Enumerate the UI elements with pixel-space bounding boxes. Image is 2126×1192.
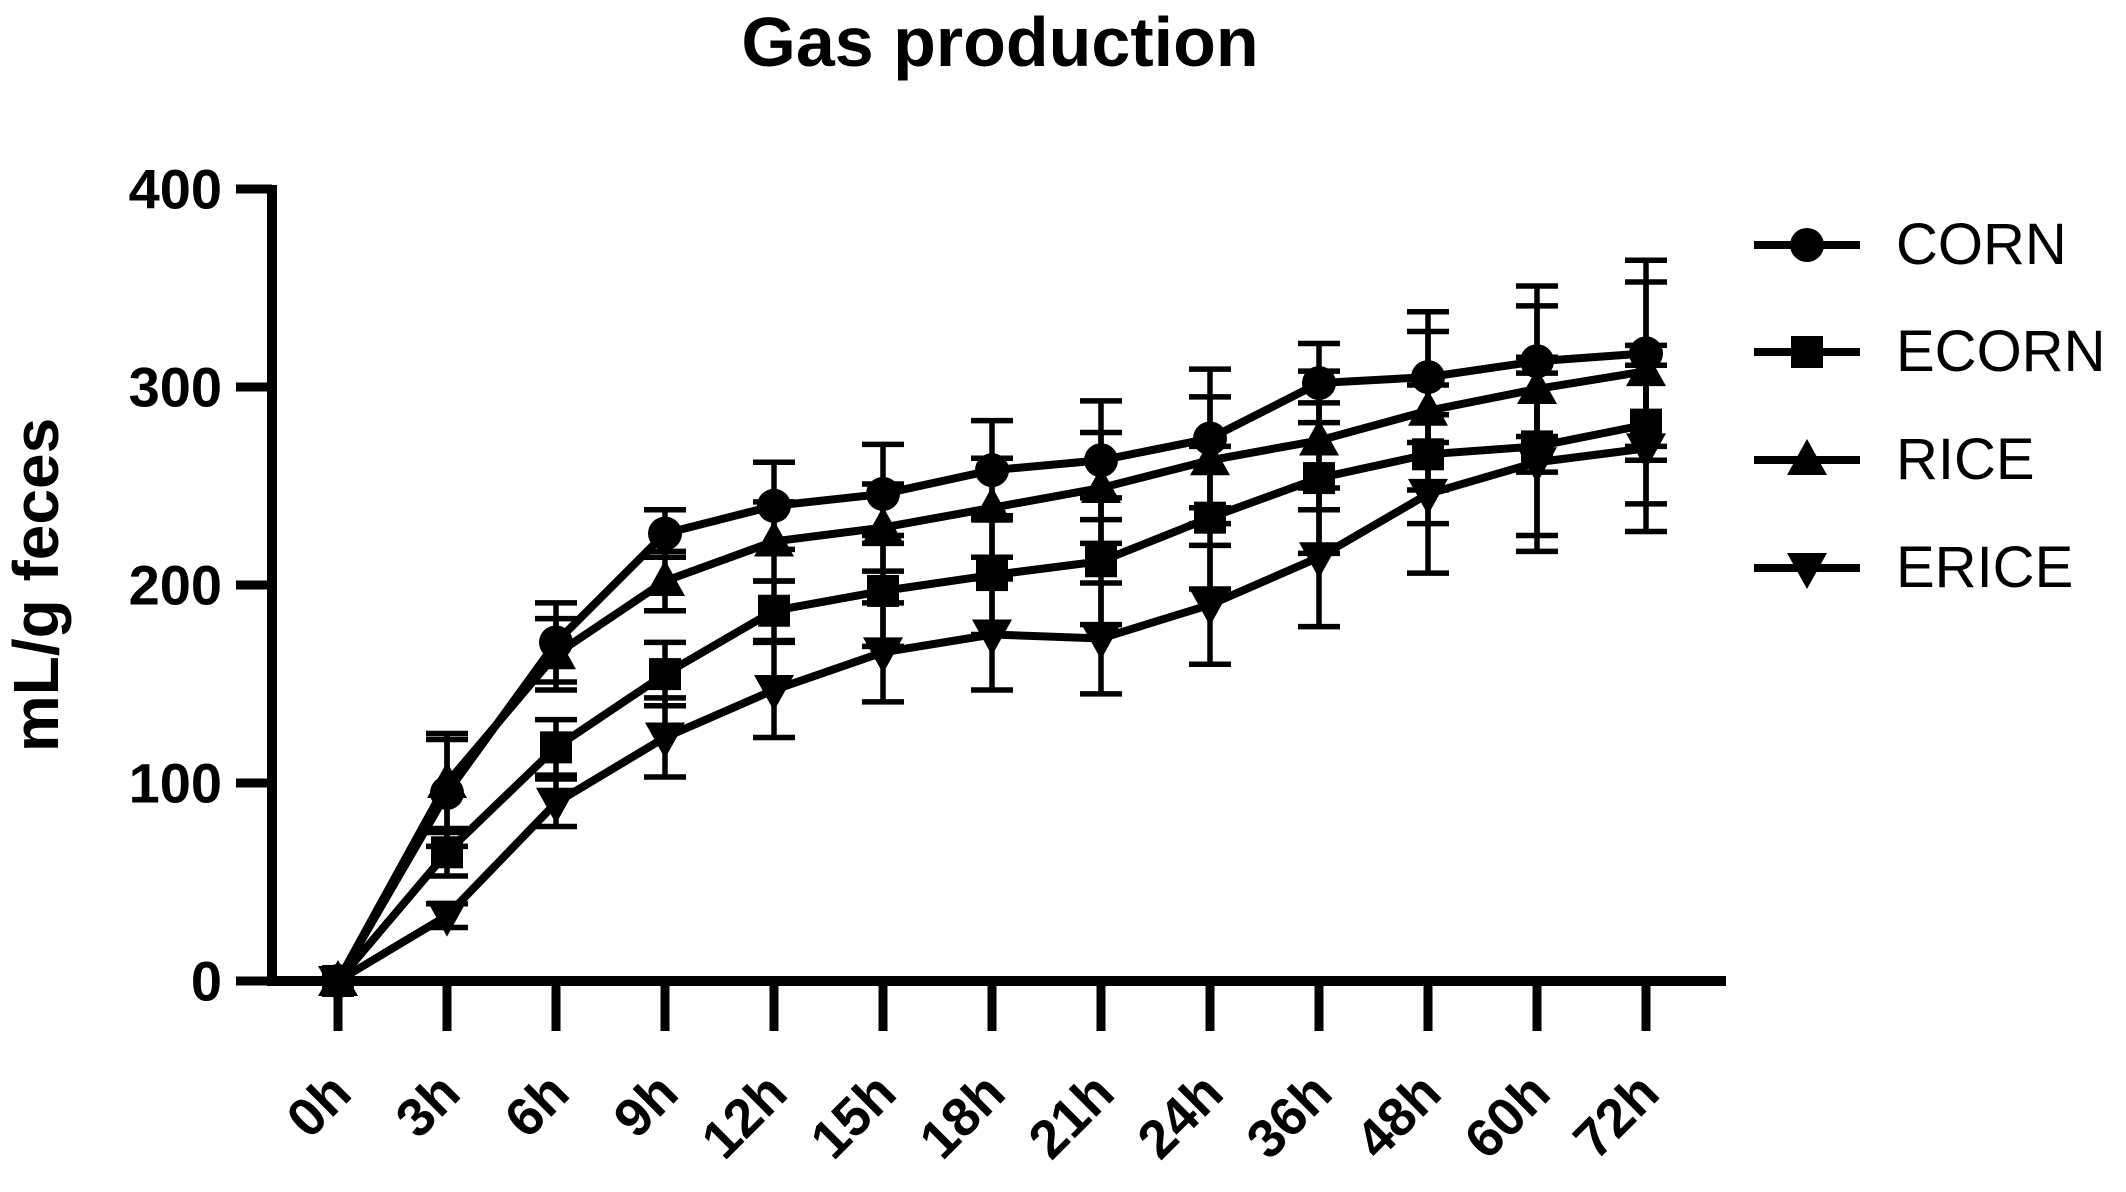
x-tick-label: 36h — [1235, 1062, 1343, 1170]
marker-erice-15h — [863, 637, 903, 674]
legend-marker-triangle-down-icon — [1754, 553, 1860, 589]
marker-corn-9h — [648, 516, 682, 551]
marker-rice-9h — [645, 560, 685, 597]
y-tick-label: 300 — [129, 356, 222, 419]
marker-erice-18h — [972, 619, 1012, 656]
legend-label-erice: ERICE — [1896, 535, 2074, 600]
legend-item-ecorn: ECORN — [1752, 323, 2105, 381]
chart-title: Gas production — [741, 3, 1259, 81]
x-tick-label: 18h — [908, 1062, 1016, 1170]
marker-ecorn-21h — [1085, 545, 1117, 578]
legend-item-erice: ERICE — [1752, 539, 2073, 597]
marker-erice-48h — [1408, 478, 1448, 515]
square-glyph — [1791, 336, 1823, 368]
marker-rice-15h — [863, 506, 903, 543]
legend-marker-circle-icon — [1754, 228, 1860, 262]
marker-erice-9h — [645, 722, 685, 759]
marker-ecorn-12h — [758, 594, 790, 627]
x-tick-label: 12h — [690, 1062, 798, 1170]
y-tick-label: 0 — [191, 950, 222, 1013]
marker-erice-0h — [318, 966, 358, 1002]
marker-erice-6h — [536, 787, 576, 824]
x-tick-label: 72h — [1562, 1062, 1670, 1170]
marker-ecorn-6h — [540, 731, 572, 764]
y-axis-label: mL/g feces — [0, 418, 72, 752]
marker-erice-60h — [1517, 447, 1557, 484]
y-tick-label: 100 — [129, 752, 222, 815]
x-tick-label: 9h — [602, 1062, 689, 1149]
legend-label-corn: CORN — [1896, 212, 2067, 277]
marker-erice-3h — [427, 900, 467, 937]
legend-label-ecorn: ECORN — [1896, 319, 2106, 384]
marker-rice-3h — [427, 762, 467, 798]
legend-item-rice: RICE — [1752, 431, 2035, 489]
marker-rice-6h — [536, 633, 576, 670]
x-tick-label: 60h — [1453, 1062, 1561, 1170]
marker-erice-24h — [1190, 589, 1230, 626]
marker-rice-21h — [1081, 466, 1121, 503]
triangle-up-glyph — [1787, 439, 1827, 475]
x-tick-label: 21h — [1017, 1062, 1125, 1170]
marker-ecorn-9h — [649, 658, 681, 691]
x-tick-label: 0h — [275, 1062, 362, 1149]
marker-rice-24h — [1190, 439, 1230, 476]
x-tick-label: 6h — [493, 1062, 580, 1149]
legend-marker-square-icon — [1754, 336, 1860, 368]
marker-rice-18h — [972, 486, 1012, 523]
marker-erice-21h — [1081, 623, 1121, 660]
marker-rice-12h — [754, 520, 794, 557]
triangle-down-glyph — [1787, 553, 1827, 589]
x-tick-label: 48h — [1344, 1062, 1452, 1170]
marker-ecorn-3h — [431, 836, 463, 869]
series-erice — [318, 362, 1667, 1002]
circle-glyph — [1790, 228, 1824, 262]
x-tick-label: 15h — [799, 1062, 907, 1170]
marker-erice-36h — [1299, 542, 1339, 579]
marker-erice-72h — [1626, 433, 1666, 470]
x-tick-label: 3h — [384, 1062, 471, 1149]
x-tick-label: 24h — [1126, 1062, 1234, 1170]
marker-erice-12h — [754, 674, 794, 711]
legend-label-rice: RICE — [1896, 427, 2035, 492]
marker-rice-36h — [1299, 419, 1339, 456]
y-tick-label: 200 — [129, 554, 222, 617]
legend-marker-triangle-up-icon — [1754, 439, 1860, 475]
legend-item-corn: CORN — [1752, 216, 2067, 274]
y-tick-label: 400 — [129, 158, 222, 221]
